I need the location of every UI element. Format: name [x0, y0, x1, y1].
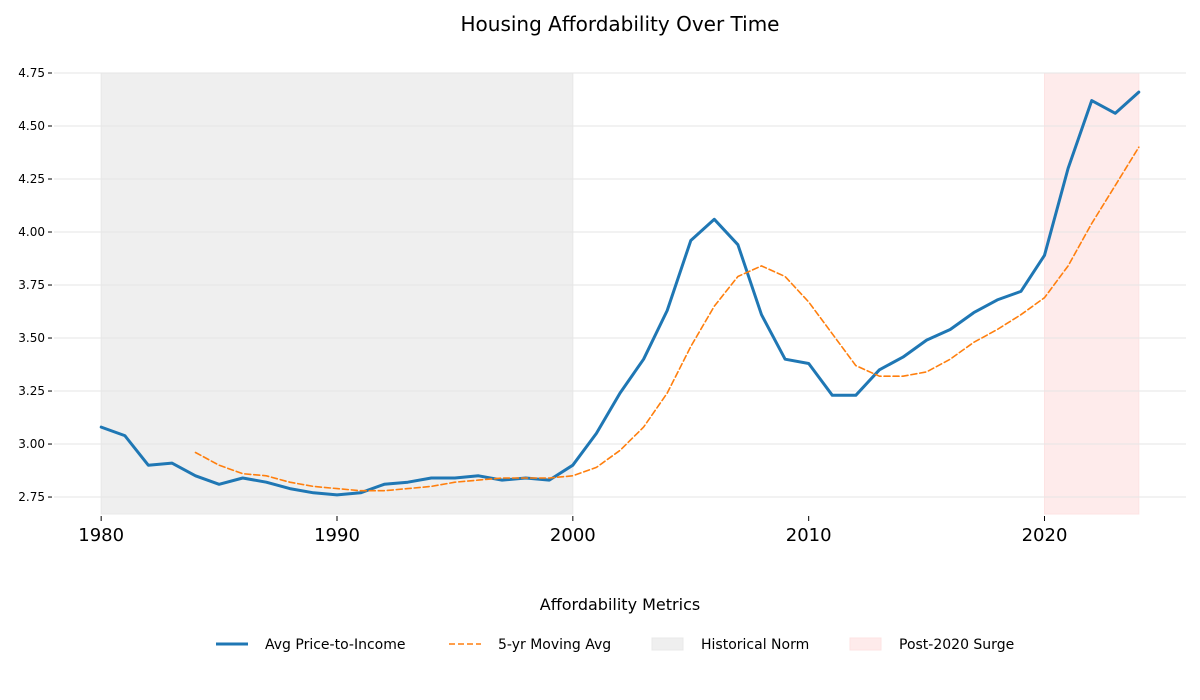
- shaded-region-1: [1044, 72, 1140, 515]
- legend-item-price-to-income: Avg Price-to-Income: [216, 637, 405, 653]
- legend-title: Affordability Metrics: [540, 595, 700, 614]
- y-tick-label: 4.00: [18, 225, 45, 239]
- y-tick-label: 4.75: [18, 66, 45, 80]
- x-tick-label: 2010: [786, 525, 832, 546]
- series-lines: [99, 90, 1141, 497]
- x-tick-label: 2020: [1022, 525, 1068, 546]
- y-tick-label: 3.00: [18, 437, 45, 451]
- shaded-regions: [100, 72, 1140, 515]
- legend-label: Post-2020 Surge: [899, 637, 1014, 653]
- legend-item-historical-norm: Historical Norm: [651, 637, 809, 653]
- legend-label: Historical Norm: [701, 637, 809, 653]
- x-axis: 1980 1990 2000 2010 2020: [78, 516, 1067, 546]
- chart-title: Housing Affordability Over Time: [461, 12, 780, 36]
- legend-item-post-2020-surge: Post-2020 Surge: [849, 637, 1014, 653]
- x-tick-label: 1980: [78, 525, 124, 546]
- y-axis: 2.75 3.00 3.25 3.50 3.75 4.00 4.25 4.50 4.75: [18, 66, 52, 504]
- y-tick-label: 2.75: [18, 490, 45, 504]
- y-tick-label: 4.25: [18, 172, 45, 186]
- shaded-region-0: [100, 72, 574, 515]
- legend-label: Avg Price-to-Income: [265, 637, 405, 653]
- gridlines: [54, 72, 1186, 498]
- y-tick-label: 3.50: [18, 331, 45, 345]
- legend-swatch: [849, 637, 882, 651]
- y-tick-label: 3.75: [18, 278, 45, 292]
- legend-label: 5-yr Moving Avg: [498, 637, 611, 653]
- x-tick-label: 1990: [314, 525, 360, 546]
- x-tick-label: 2000: [550, 525, 596, 546]
- y-tick-label: 3.25: [18, 384, 45, 398]
- series-line-price-to-income: [99, 90, 1141, 497]
- series-line-moving-avg: [194, 146, 1140, 492]
- legend-item-moving-avg: 5-yr Moving Avg: [449, 637, 611, 653]
- legend: Affordability Metrics Avg Price-to-Incom…: [216, 595, 1014, 653]
- y-tick-label: 4.50: [18, 119, 45, 133]
- legend-swatch: [651, 637, 684, 651]
